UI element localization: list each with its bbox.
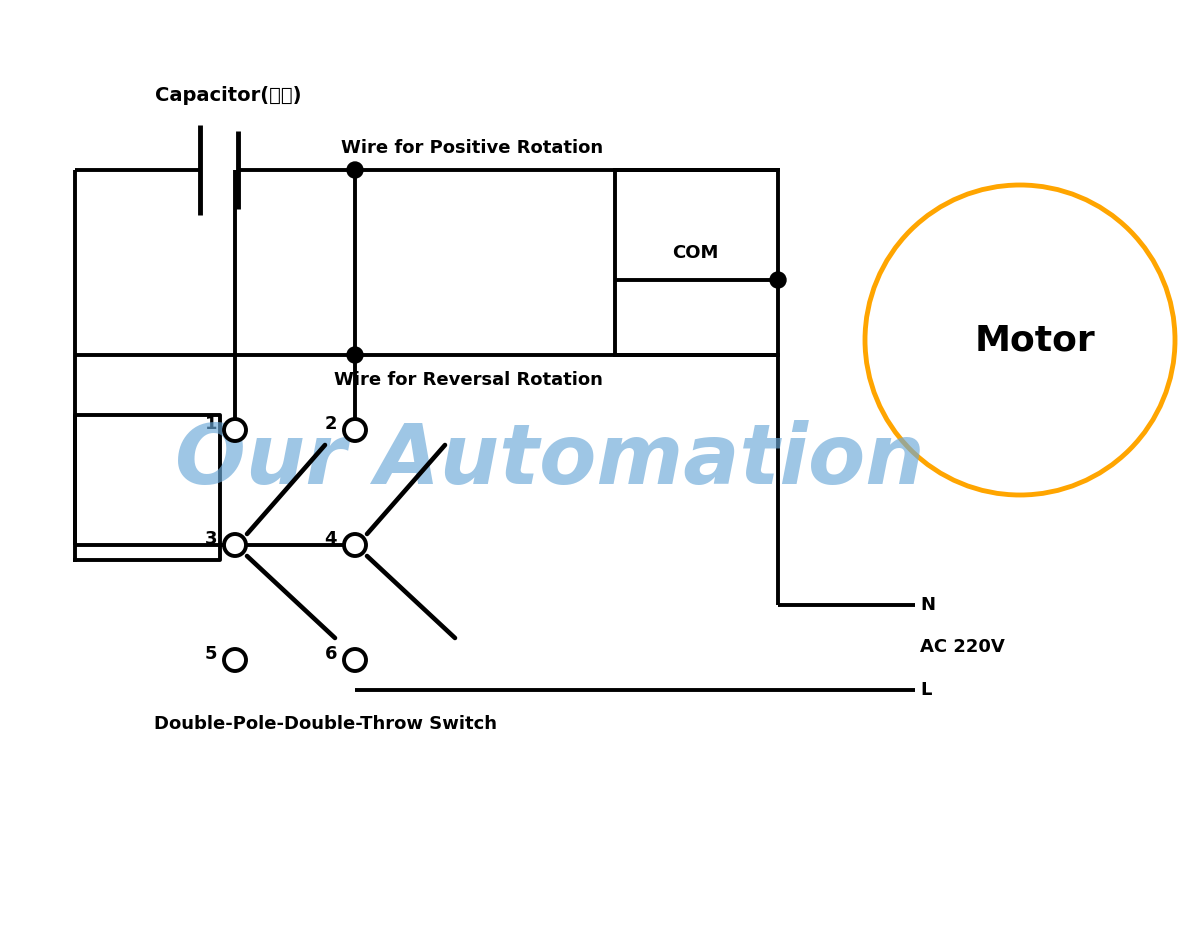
Text: 3: 3: [204, 530, 217, 548]
Text: Motor: Motor: [974, 323, 1096, 357]
Text: 1: 1: [204, 415, 217, 433]
Text: N: N: [920, 596, 935, 614]
Text: Our Automation: Our Automation: [175, 419, 925, 500]
Text: 2: 2: [324, 415, 337, 433]
Text: 6: 6: [324, 645, 337, 663]
Text: Wire for Reversal Rotation: Wire for Reversal Rotation: [334, 371, 604, 389]
Circle shape: [344, 534, 366, 556]
Text: Wire for Positive Rotation: Wire for Positive Rotation: [341, 139, 604, 157]
Text: L: L: [920, 681, 931, 699]
Circle shape: [224, 419, 246, 441]
Text: AC 220V: AC 220V: [920, 638, 1004, 656]
Circle shape: [347, 347, 364, 363]
Circle shape: [347, 162, 364, 178]
Circle shape: [344, 419, 366, 441]
Circle shape: [344, 649, 366, 671]
Circle shape: [770, 272, 786, 288]
Text: Double-Pole-Double-Throw Switch: Double-Pole-Double-Throw Switch: [154, 715, 497, 733]
Circle shape: [224, 534, 246, 556]
Text: COM: COM: [672, 244, 718, 262]
Text: Capacitor(电容): Capacitor(电容): [155, 86, 301, 104]
Text: 4: 4: [324, 530, 337, 548]
Circle shape: [224, 649, 246, 671]
Text: 5: 5: [204, 645, 217, 663]
